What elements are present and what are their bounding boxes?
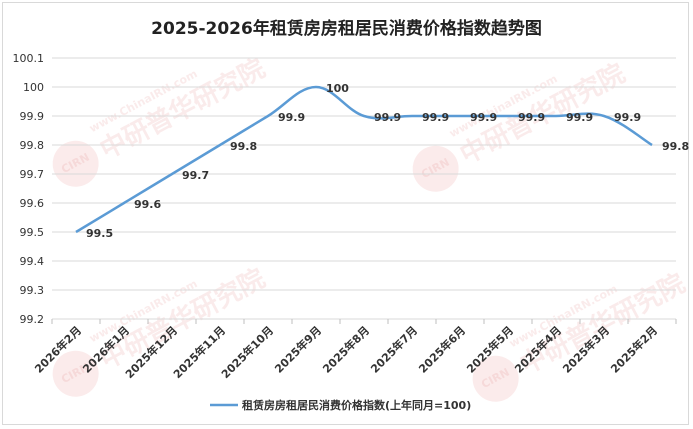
legend-label: 租赁房房租居民消费价格指数(上年同月=100) <box>242 398 471 412</box>
x-tick-label: 2025年2月 <box>608 323 661 376</box>
x-tick-label: 2025年3月 <box>560 323 613 376</box>
x-tick-label: 2025年7月 <box>368 323 421 376</box>
data-label: 99.9 <box>518 111 545 124</box>
y-tick-label: 99.3 <box>20 284 45 297</box>
x-tick-label: 2026年1月 <box>80 323 133 376</box>
y-tick-label: 100 <box>23 81 44 94</box>
x-tick-label: 2026年2月 <box>32 323 85 376</box>
y-tick-label: 100.1 <box>13 52 45 65</box>
x-tick-label: 2025年8月 <box>320 323 373 376</box>
data-label: 99.9 <box>614 111 641 124</box>
data-label: 99.8 <box>230 140 257 153</box>
series-line <box>75 85 653 234</box>
y-tick-label: 99.8 <box>20 139 45 152</box>
y-tick-label: 99.5 <box>20 226 45 239</box>
data-label: 100 <box>326 82 349 95</box>
data-label: 99.7 <box>182 169 209 182</box>
x-tick-label: 2025年9月 <box>272 323 325 376</box>
data-label: 99.9 <box>278 111 305 124</box>
chart-title: 2025-2026年租赁房房租居民消费价格指数趋势图 <box>151 19 542 39</box>
x-tick-label: 2025年5月 <box>464 323 517 376</box>
chart-frame <box>2 2 689 425</box>
data-label: 99.9 <box>470 111 497 124</box>
data-label: 99.8 <box>662 140 689 153</box>
data-label: 99.6 <box>134 198 161 211</box>
y-tick-label: 99.6 <box>20 197 45 210</box>
data-label: 99.5 <box>86 227 113 240</box>
y-tick-label: 99.7 <box>20 168 45 181</box>
y-tick-label: 99.2 <box>20 313 45 326</box>
data-label: 99.9 <box>566 111 593 124</box>
data-label: 99.9 <box>374 111 401 124</box>
data-label: 99.9 <box>422 111 449 124</box>
x-tick-label: 2025年6月 <box>416 323 469 376</box>
x-tick-label: 2025年4月 <box>512 323 565 376</box>
y-tick-label: 99.4 <box>20 255 45 268</box>
y-tick-label: 99.9 <box>20 110 45 123</box>
